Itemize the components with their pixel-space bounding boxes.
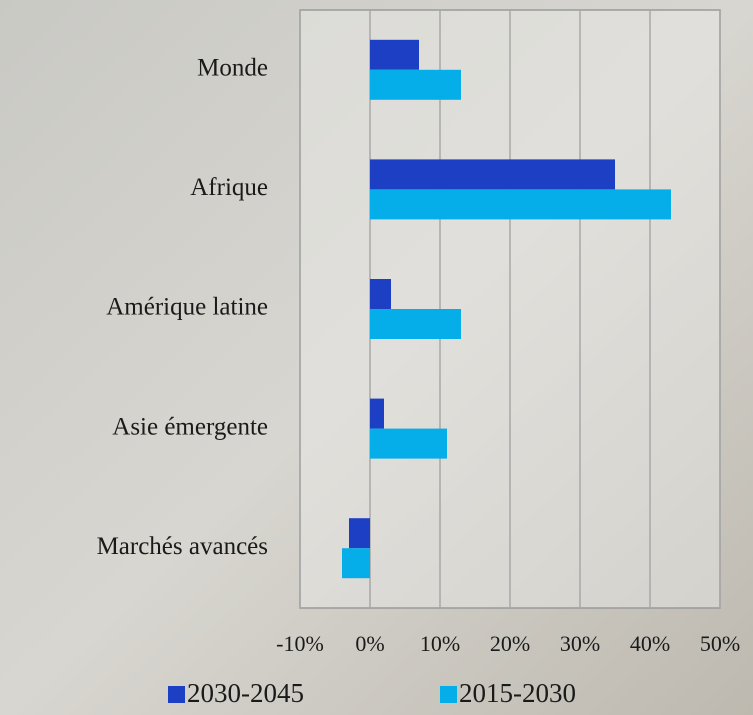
- x-tick-label: 10%: [420, 631, 460, 656]
- bar: [349, 518, 370, 549]
- y-tick-label: Asie émergente: [112, 413, 268, 440]
- y-tick-label: Amérique latine: [106, 294, 268, 321]
- bar: [370, 428, 447, 459]
- bar: [370, 398, 384, 429]
- bar: [342, 548, 370, 579]
- x-tick-label: 50%: [700, 631, 740, 656]
- legend-swatch: [168, 686, 185, 703]
- bar: [370, 309, 461, 339]
- x-tick-label: 30%: [560, 631, 600, 656]
- legend-label: 2030-2045: [187, 678, 304, 708]
- bar: [370, 159, 615, 190]
- x-tick-label: 20%: [490, 631, 530, 656]
- x-tick-label: -10%: [276, 631, 324, 656]
- bar: [370, 39, 419, 70]
- legend-label: 2015-2030: [459, 678, 576, 708]
- y-tick-label: Afrique: [190, 174, 268, 201]
- y-tick-label: Monde: [197, 55, 268, 82]
- bar: [370, 279, 391, 309]
- x-tick-label: 40%: [630, 631, 670, 656]
- x-tick-label: 0%: [355, 631, 384, 656]
- legend-swatch: [440, 686, 457, 703]
- bar: [370, 69, 461, 100]
- bar: [370, 189, 671, 220]
- y-tick-label: Marchés avancés: [97, 533, 268, 560]
